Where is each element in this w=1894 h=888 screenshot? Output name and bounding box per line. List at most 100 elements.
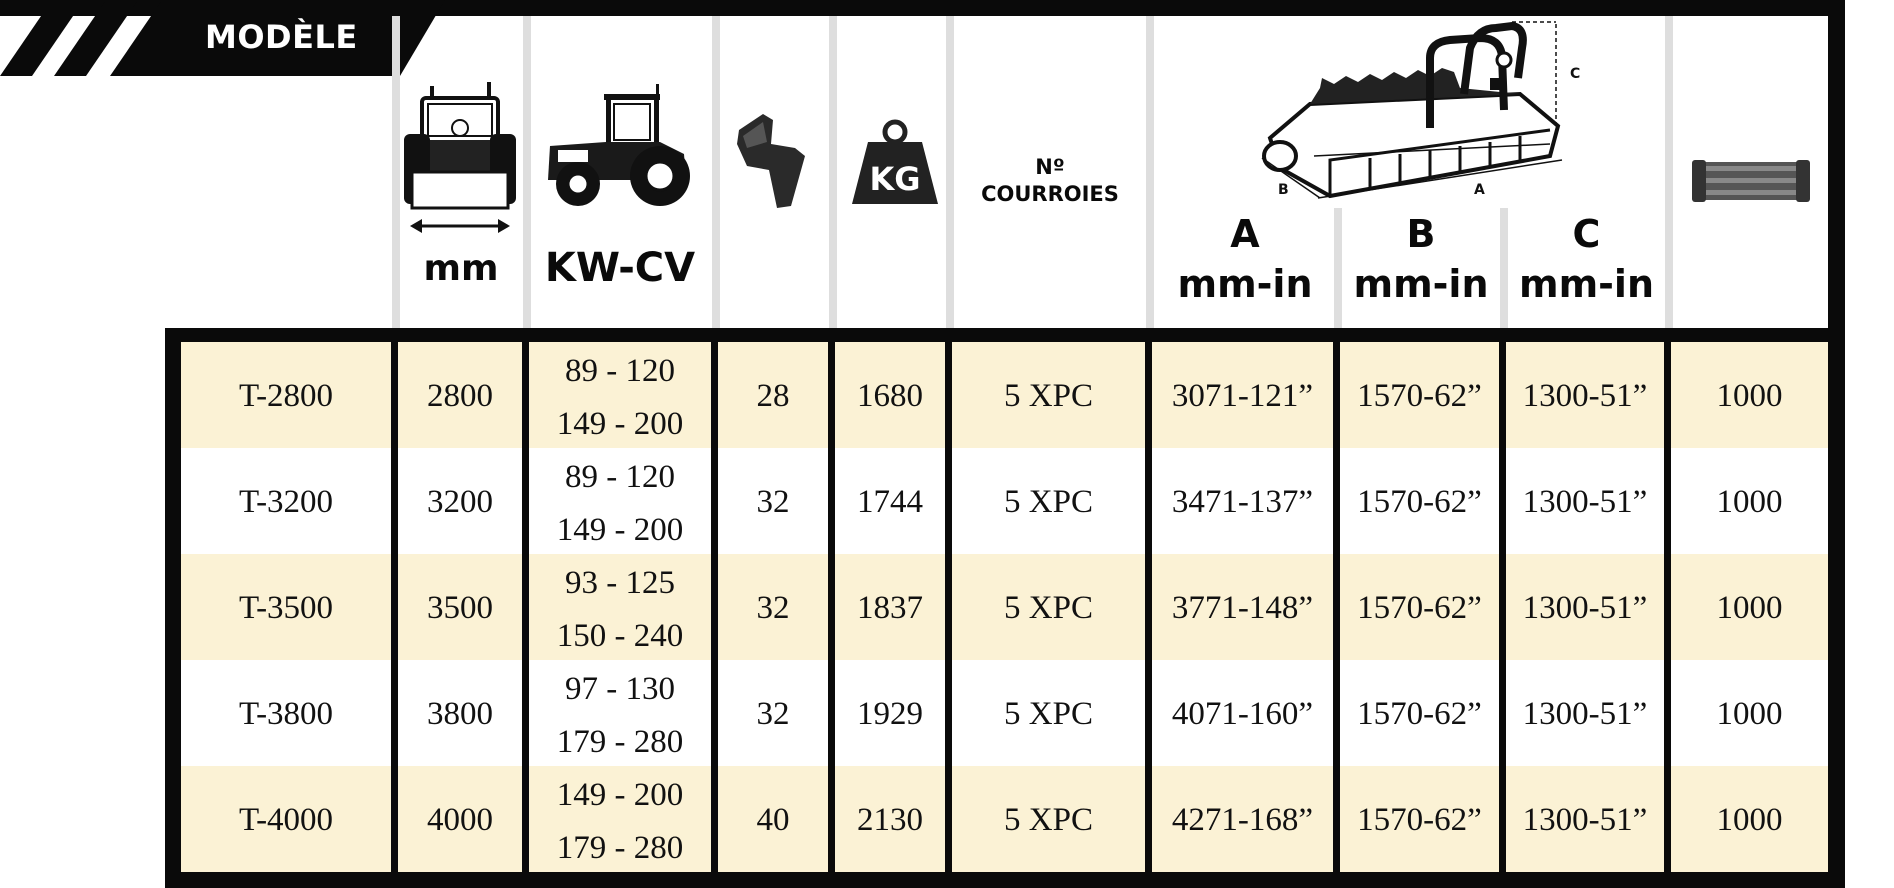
table-frame-top (0, 0, 1845, 16)
column-separator (1145, 342, 1152, 872)
cell-pto: 1000 (1716, 590, 1783, 626)
header-separator (829, 16, 837, 328)
dim-b-unit: mm-in (1353, 262, 1489, 306)
cell-belts: 5 XPC (1004, 696, 1093, 732)
cell-weight: 1680 (857, 378, 923, 414)
cell-pto: 1000 (1716, 802, 1783, 838)
cell-power-cv: 179 - 280 (556, 724, 684, 760)
cell-width: 3500 (427, 590, 493, 626)
cell-width: 3200 (427, 484, 493, 520)
table-header-divider (165, 328, 1845, 342)
table-frame-right (1828, 0, 1845, 888)
cell-weight: 1837 (857, 590, 923, 626)
cell-width: 3800 (427, 696, 493, 732)
header-separator (1334, 208, 1342, 328)
cell-width: 4000 (427, 802, 493, 838)
cell-power-kw: 89 - 120 (565, 353, 675, 389)
diagram-label-b: B (1278, 182, 1289, 198)
column-separator (711, 342, 718, 872)
cell-power-kw: 89 - 120 (565, 459, 675, 495)
cell-dim-a: 3771-148” (1171, 590, 1314, 626)
dim-b-letter: B (1406, 212, 1436, 256)
header-separator (712, 16, 720, 328)
cell-dim-c: 1300-51” (1522, 590, 1648, 626)
model-column-label: MODÈLE (205, 18, 358, 56)
table-row (181, 448, 1828, 554)
header-separator (1500, 208, 1508, 328)
header-separator (946, 16, 954, 328)
cell-weight: 1929 (857, 696, 923, 732)
table-row (181, 766, 1828, 872)
dim-a-unit: mm-in (1177, 262, 1313, 306)
cell-dim-a: 4271-168” (1171, 802, 1314, 838)
cell-weight: 1744 (857, 484, 923, 520)
cell-dim-c: 1300-51” (1522, 378, 1648, 414)
cell-blades: 32 (756, 484, 790, 520)
cell-dim-b: 1570-62” (1357, 378, 1482, 414)
table-frame-bottom (165, 872, 1845, 888)
cell-dim-c: 1300-51” (1522, 484, 1648, 520)
cell-blades: 40 (756, 802, 790, 838)
width-unit: mm (423, 248, 499, 289)
cell-dim-c: 1300-51” (1522, 802, 1648, 838)
cell-dim-a: 3471-137” (1171, 484, 1314, 520)
diagram-label-c: C (1570, 66, 1580, 82)
cell-power-cv: 149 - 200 (556, 406, 684, 442)
cell-model: T-4000 (238, 802, 334, 838)
cell-blades: 32 (756, 590, 790, 626)
cell-model: T-3800 (238, 696, 334, 732)
cell-blades: 32 (756, 696, 790, 732)
tractor-rear-width-icon (404, 82, 516, 233)
dim-c-unit: mm-in (1518, 262, 1655, 306)
cell-width: 2800 (427, 378, 493, 414)
cell-belts: 5 XPC (1004, 590, 1093, 626)
column-separator (1499, 342, 1506, 872)
cell-power-kw: 149 - 200 (556, 777, 684, 813)
column-separator (391, 342, 398, 872)
table-row (181, 342, 1828, 448)
stripe-2 (54, 0, 138, 76)
header-separator (1665, 16, 1673, 328)
pto-shaft-icon (1692, 160, 1810, 202)
stripe-1 (0, 0, 84, 76)
table-frame-left (165, 328, 181, 888)
header-separator (392, 16, 400, 328)
cell-dim-c: 1300-51” (1522, 696, 1648, 732)
dim-c-letter: C (1572, 212, 1601, 256)
cell-power-kw: 97 - 130 (565, 671, 675, 707)
tractor-power-icon (548, 84, 690, 206)
belts-label-number: Nº (1035, 155, 1065, 179)
weight-kg-icon: KG (852, 119, 938, 204)
cell-dim-b: 1570-62” (1357, 484, 1482, 520)
cell-belts: 5 XPC (1004, 802, 1093, 838)
cell-model: T-3500 (238, 590, 334, 626)
cell-dim-a: 4071-160” (1171, 696, 1314, 732)
cell-weight: 2130 (857, 802, 923, 838)
mulcher-dimensions-icon: C A B (1261, 21, 1580, 199)
cell-dim-b: 1570-62” (1357, 590, 1482, 626)
cell-belts: 5 XPC (1004, 484, 1093, 520)
cell-dim-a: 3071-121” (1171, 378, 1314, 414)
column-separator (522, 342, 529, 872)
cell-model: T-3200 (238, 484, 334, 520)
cell-power-cv: 149 - 200 (556, 512, 684, 548)
column-separator (1333, 342, 1340, 872)
belts-label-text: COURROIES (981, 182, 1119, 206)
header-separator (523, 16, 531, 328)
cell-power-kw: 93 - 125 (565, 565, 675, 601)
column-separator (828, 342, 835, 872)
cell-power-cv: 150 - 240 (556, 618, 684, 654)
cell-pto: 1000 (1716, 696, 1783, 732)
header-separator (1146, 16, 1154, 328)
cell-pto: 1000 (1716, 378, 1783, 414)
column-separator (945, 342, 952, 872)
cell-model: T-2800 (238, 378, 334, 414)
cell-dim-b: 1570-62” (1357, 696, 1482, 732)
column-separator (1664, 342, 1671, 872)
cell-power-cv: 179 - 280 (556, 830, 684, 866)
table-row (181, 554, 1828, 660)
cell-dim-b: 1570-62” (1357, 802, 1482, 838)
model-tab (110, 0, 445, 76)
power-unit: KW-CV (544, 245, 696, 291)
cell-pto: 1000 (1716, 484, 1783, 520)
